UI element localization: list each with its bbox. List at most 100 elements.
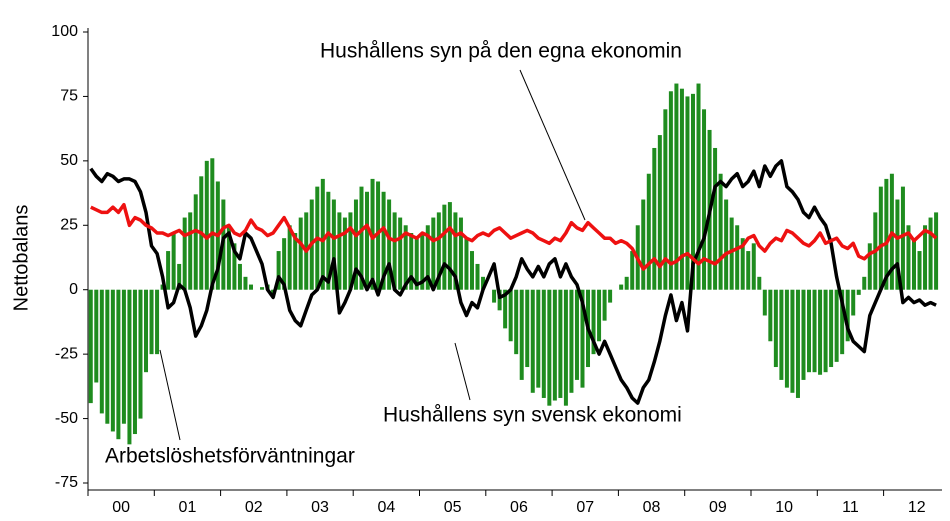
bar — [840, 289, 845, 355]
bar — [685, 96, 690, 290]
bar — [282, 238, 287, 290]
annotation: Arbetslöshetsförväntningar — [105, 445, 355, 468]
bar — [751, 243, 756, 290]
bar — [348, 212, 353, 290]
leader-line — [519, 69, 586, 221]
line — [89, 159, 937, 405]
bar — [414, 238, 419, 290]
bar — [436, 212, 441, 290]
bar — [779, 289, 784, 380]
x-tick-label: 05 — [444, 499, 462, 516]
bar — [696, 83, 701, 290]
bar — [713, 147, 718, 290]
x-tick-label: 00 — [112, 499, 130, 516]
bar — [503, 289, 508, 329]
bar — [547, 289, 552, 406]
bar — [569, 289, 574, 393]
bar — [851, 289, 856, 316]
bar — [182, 217, 187, 290]
bar — [630, 251, 635, 290]
bar — [403, 225, 408, 290]
bar — [530, 289, 535, 393]
bar — [784, 289, 789, 388]
bar — [718, 173, 723, 290]
bar — [293, 233, 298, 290]
bar — [934, 212, 939, 290]
bar — [94, 289, 99, 383]
bar — [376, 181, 381, 290]
annotation: Hushållens syn svensk ekonomi — [383, 404, 682, 427]
bar — [365, 191, 370, 290]
bar — [674, 83, 679, 290]
bar — [359, 186, 364, 290]
bar — [177, 263, 182, 290]
bar — [845, 289, 850, 342]
bar — [232, 243, 237, 290]
x-tick-label: 09 — [709, 499, 727, 516]
bar — [646, 173, 651, 290]
bar — [829, 289, 834, 368]
bar — [138, 289, 143, 419]
bar — [276, 251, 281, 290]
bar — [900, 186, 905, 290]
bar — [558, 289, 563, 398]
bar — [105, 289, 110, 424]
x-tick-label: 06 — [510, 499, 528, 516]
bar — [326, 191, 331, 290]
bar — [740, 238, 745, 290]
bar — [381, 191, 386, 290]
bar — [497, 289, 502, 311]
bar — [702, 109, 707, 290]
bar — [287, 225, 292, 290]
leader-line — [159, 349, 181, 441]
y-tick-label: 50 — [60, 152, 78, 169]
bar — [420, 233, 425, 290]
y-tick-label: -25 — [55, 345, 78, 362]
bar — [917, 251, 922, 290]
bar — [602, 289, 607, 321]
bar — [442, 204, 447, 290]
bar — [337, 212, 342, 290]
leader-line — [454, 342, 471, 401]
bar — [867, 243, 872, 290]
bar — [475, 263, 480, 290]
bar — [331, 199, 336, 290]
bar — [690, 93, 695, 290]
bar — [525, 289, 530, 368]
bar — [624, 276, 629, 290]
bar — [447, 202, 452, 290]
bar — [237, 263, 242, 290]
bar — [724, 199, 729, 290]
bar — [536, 289, 541, 388]
bar — [679, 88, 684, 290]
bar — [834, 289, 839, 362]
bar — [823, 289, 828, 373]
y-tick-label: -50 — [55, 410, 78, 427]
bar — [88, 289, 93, 404]
bar — [597, 289, 602, 342]
bar — [895, 199, 900, 290]
bar — [342, 217, 347, 290]
x-tick-label: 01 — [179, 499, 197, 516]
bar — [563, 289, 568, 406]
bar — [481, 276, 486, 290]
x-tick-label: 04 — [377, 499, 395, 516]
bar — [248, 284, 253, 290]
bar — [608, 289, 613, 303]
bar — [210, 158, 215, 290]
bar — [155, 289, 160, 355]
bar — [652, 147, 657, 290]
y-axis-label: Nettobalans — [10, 205, 32, 312]
bar — [906, 225, 911, 290]
bar — [552, 289, 557, 401]
bar — [657, 135, 662, 290]
bar — [663, 109, 668, 290]
bar — [795, 289, 800, 398]
bar — [398, 217, 403, 290]
bar — [812, 289, 817, 373]
bar — [99, 289, 104, 414]
bar — [768, 289, 773, 342]
bar — [911, 238, 916, 290]
bar — [757, 276, 762, 290]
